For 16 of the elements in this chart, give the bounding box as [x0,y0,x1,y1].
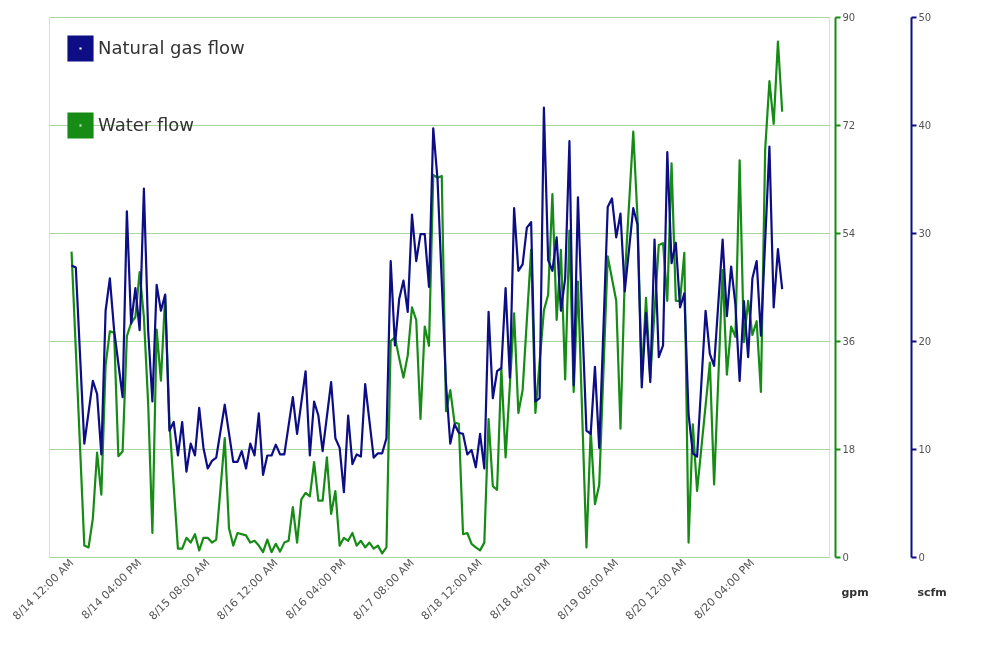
y-tick-label: 90 [842,11,856,23]
y2-tick-label: 40 [918,119,932,131]
y-tick-label: 36 [842,335,856,347]
y-tick-label: 18 [842,443,856,455]
y-tick-label: 72 [842,119,856,131]
y2-tick-label: 30 [918,227,932,239]
y-axis-title: gpm [841,585,869,599]
y2-tick-label: 50 [918,11,932,23]
legend-label: Natural gas flow [98,36,245,58]
y2-tick-label: 10 [918,443,932,455]
y2-tick-label: 0 [918,551,925,563]
y2-axis-title: scfm [917,585,947,599]
y-tick-label: 54 [842,227,856,239]
y-tick-label: 0 [842,551,849,563]
y2-tick-label: 20 [918,335,932,347]
legend-label: Water flow [98,113,195,135]
